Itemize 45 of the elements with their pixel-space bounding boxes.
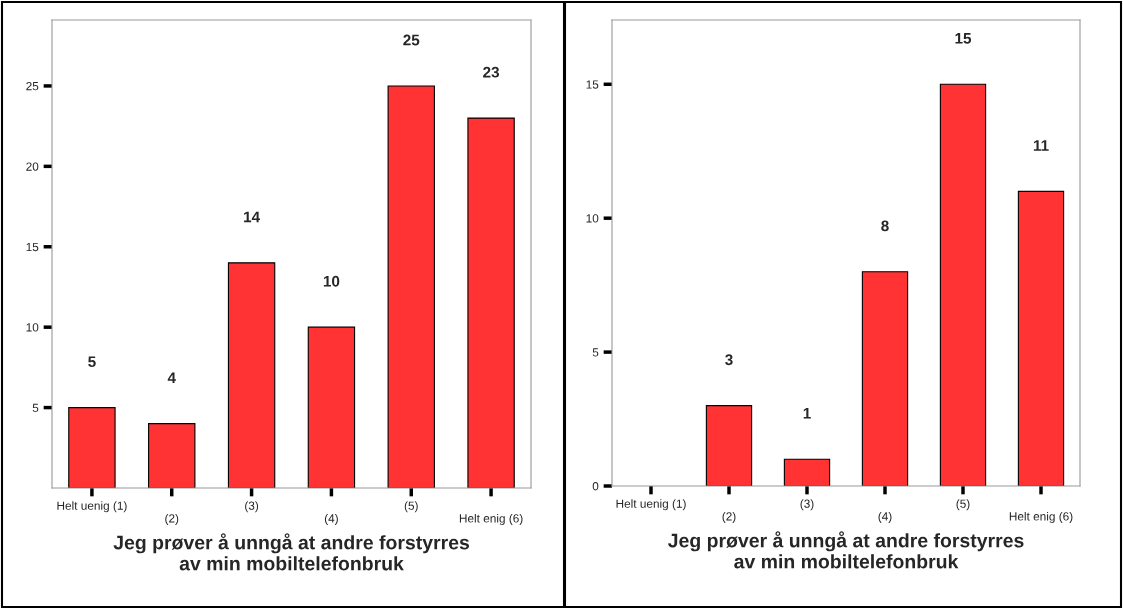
data-label: 11 (1033, 140, 1049, 151)
bar (783, 458, 831, 486)
data-label: 8 (881, 220, 889, 232)
y-tick-label: 20 (26, 162, 39, 171)
x-tick-label: (3) (245, 501, 259, 513)
x-tick-label: (2) (722, 511, 736, 523)
bar (467, 117, 515, 488)
data-label: 14 (244, 211, 260, 223)
y-tick-label: 15 (26, 242, 39, 252)
data-label: 1 (803, 408, 811, 419)
data-label: 15 (955, 33, 972, 44)
x-axis-title: Jeg prøver å unngå at andre forstyrres av min mobiltelefonbruk (113, 533, 470, 571)
x-tick-label: (4) (878, 511, 892, 523)
bar (387, 85, 435, 488)
data-label: 4 (167, 372, 176, 383)
bar (705, 405, 753, 486)
x-tick-label: Helt enig (6) (1009, 511, 1073, 523)
bar (68, 407, 116, 488)
x-tick-label: Helt enig (6) (459, 513, 523, 525)
data-label: 25 (403, 34, 420, 46)
data-label: 5 (88, 356, 96, 368)
y-tick-label: 15 (586, 80, 599, 89)
data-label: 3 (725, 354, 733, 366)
y-tick-label: 5 (32, 403, 39, 412)
bar (1017, 190, 1065, 486)
y-tick-label: 10 (26, 323, 39, 332)
x-tick-label: (5) (956, 499, 970, 511)
bar (307, 326, 356, 488)
data-label: 23 (483, 66, 500, 78)
x-tick-label: (2) (165, 513, 179, 525)
x-tick-label: (4) (324, 513, 338, 525)
bar (861, 271, 909, 486)
y-tick-label: 10 (586, 214, 599, 223)
x-tick-label: Helt uenig (1) (616, 499, 686, 511)
y-tick-label: 5 (592, 348, 599, 357)
x-tick-label: (5) (404, 501, 418, 513)
y-tick-label: 0 (592, 482, 599, 491)
x-axis-title: Jeg prøver å unngå at andre forstyrres av min mobiltelefonbruk (668, 531, 1024, 569)
bar (148, 423, 196, 488)
bar (939, 83, 987, 486)
x-tick-label: (3) (800, 499, 814, 511)
bar (227, 262, 276, 488)
x-tick-label: Helt uenig (1) (57, 501, 127, 513)
y-tick-label: 25 (26, 81, 39, 91)
data-label: 10 (323, 275, 340, 287)
